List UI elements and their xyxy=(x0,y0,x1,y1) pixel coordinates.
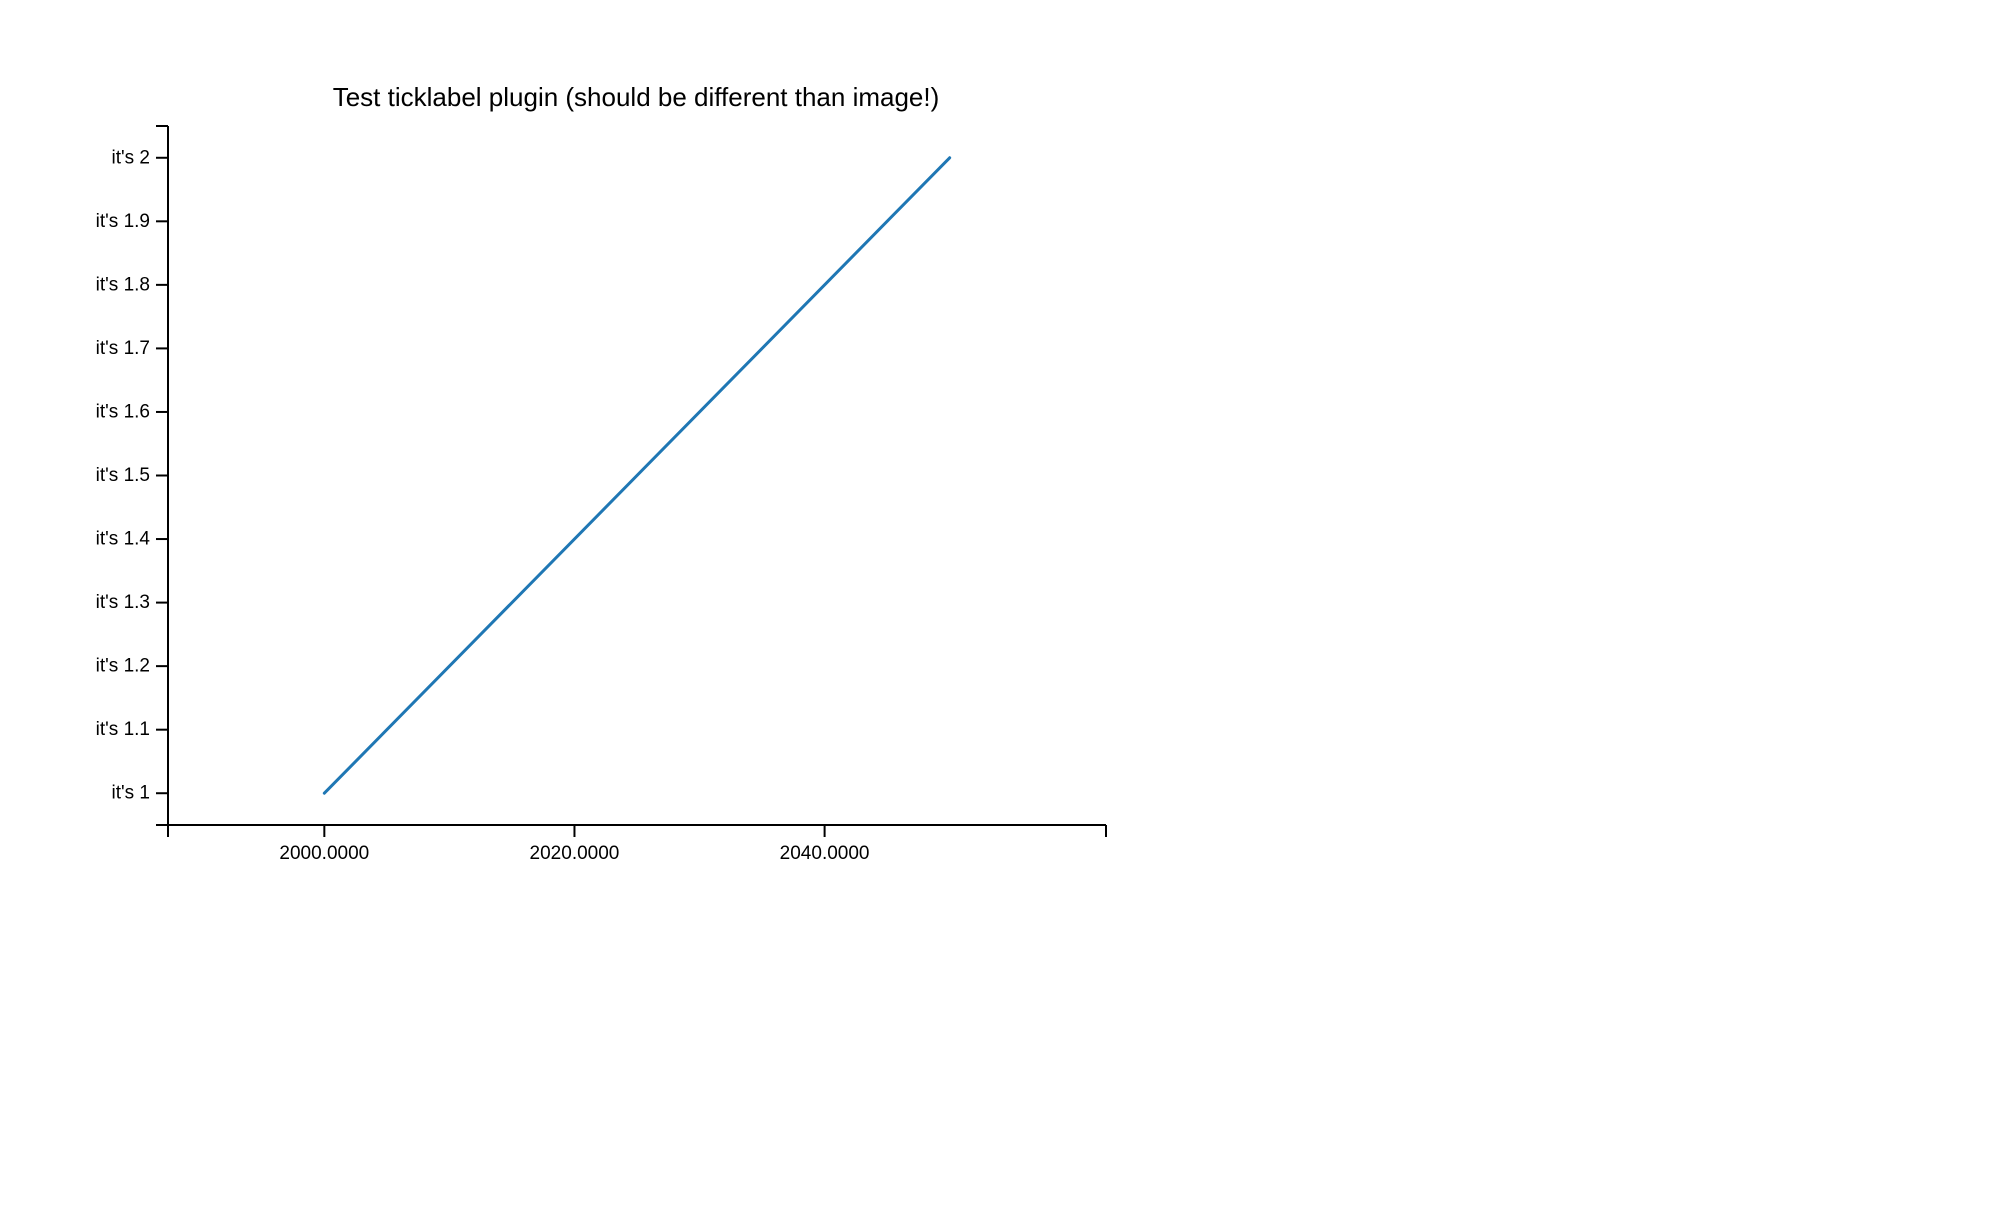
plot-area xyxy=(322,156,952,795)
x-tick-label: 2020.0000 xyxy=(530,843,620,864)
chart-title: Test ticklabel plugin (should be differe… xyxy=(333,82,940,112)
y-tick-label: it's 1.9 xyxy=(96,211,150,232)
y-tick-label: it's 1.3 xyxy=(96,592,150,613)
y-tick-label: it's 1.5 xyxy=(96,465,150,486)
x-tick-label: 2040.0000 xyxy=(780,843,870,864)
y-tick-label: it's 1.4 xyxy=(96,529,151,550)
y-tick-label: it's 1 xyxy=(112,783,150,804)
axes: it's 1 it's 1.1 it's 1.2 it's 1.3 it's 1.4 it… xyxy=(96,125,1107,864)
x-tick-label: 2000.0000 xyxy=(279,843,369,864)
y-tick-label: it's 1.7 xyxy=(96,338,150,359)
y-tick-label: it's 1.2 xyxy=(96,656,150,677)
series-line xyxy=(322,156,952,795)
y-tick-label: it's 1.1 xyxy=(96,719,150,740)
y-tick-label: it's 1.6 xyxy=(96,401,150,422)
y-tick-label: it's 1.8 xyxy=(96,274,150,295)
y-tick-label: it's 2 xyxy=(112,147,150,168)
